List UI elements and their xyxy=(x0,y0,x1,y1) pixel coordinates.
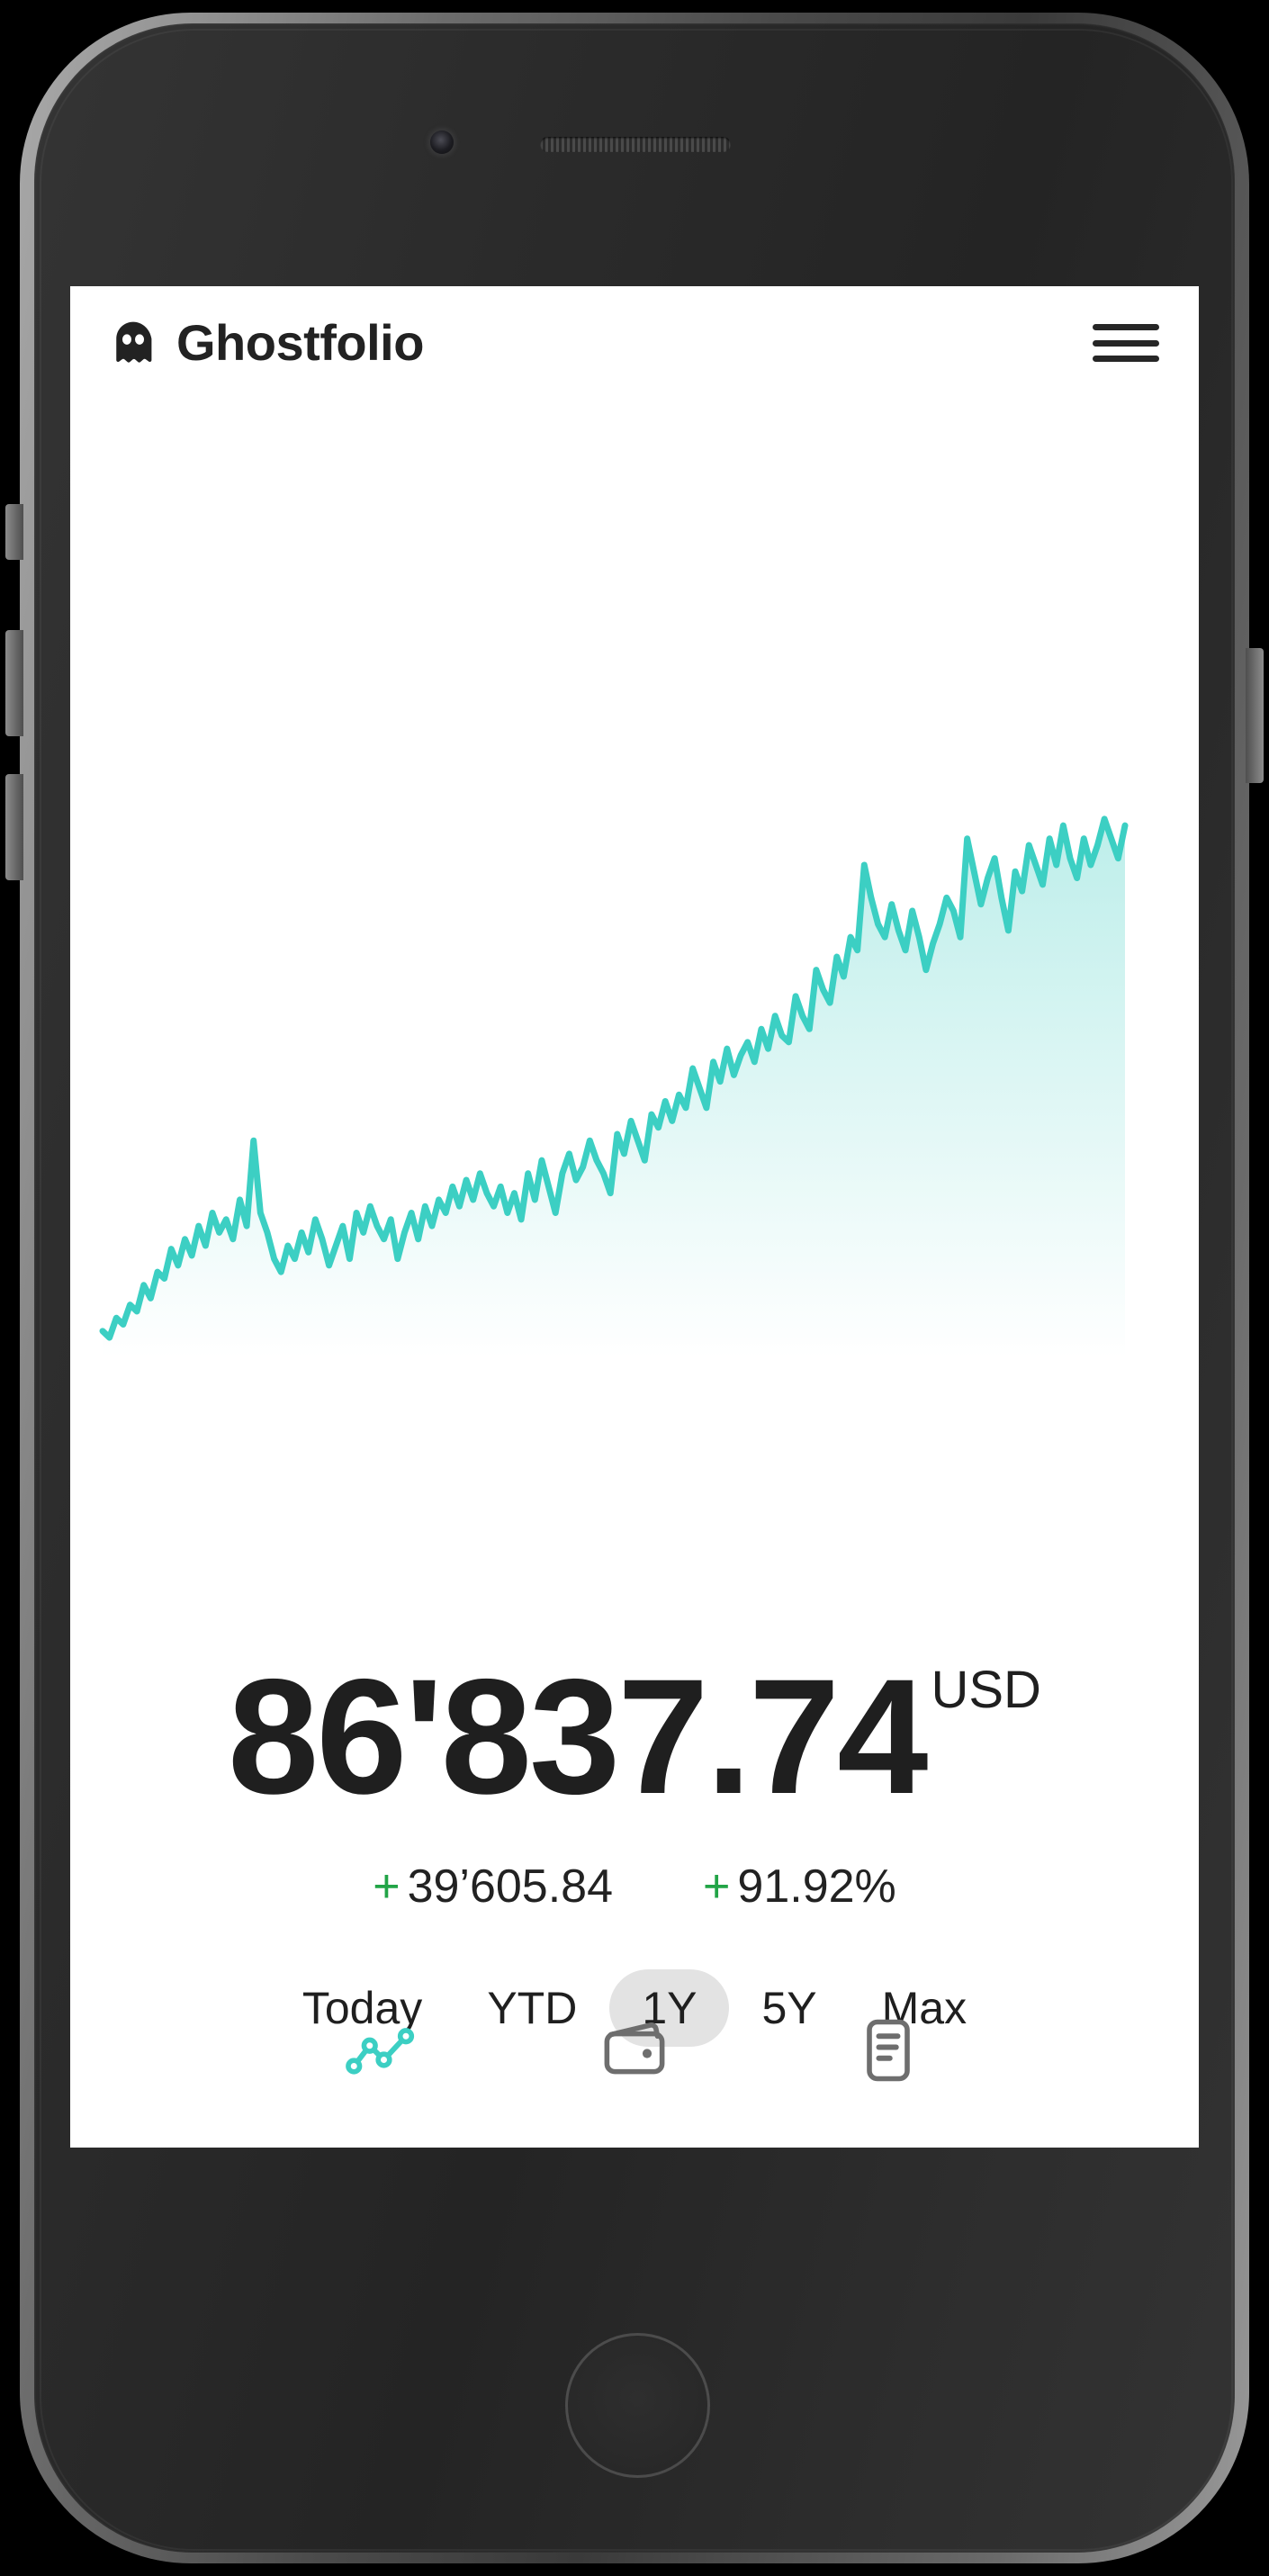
tab-5y[interactable]: 5Y xyxy=(761,1983,817,2033)
hamburger-bar xyxy=(1093,324,1159,330)
nav-portfolio[interactable] xyxy=(593,2009,676,2092)
portfolio-value: 86'837.74 xyxy=(228,1644,928,1828)
portfolio-change-row: +39’605.84 +91.92% xyxy=(70,1860,1199,1914)
document-list-icon xyxy=(867,2019,910,2082)
tab-today[interactable]: Today xyxy=(302,1983,423,2033)
camera-icon xyxy=(430,131,454,154)
brand[interactable]: Ghostfolio xyxy=(110,318,424,368)
absolute-change: +39’605.84 xyxy=(373,1860,613,1914)
hamburger-bar xyxy=(1093,339,1159,347)
hamburger-bar xyxy=(1093,356,1159,362)
absolute-change-sign: + xyxy=(373,1860,400,1913)
line-chart-icon xyxy=(346,2028,415,2075)
volume-down-button[interactable] xyxy=(5,774,23,880)
app-header: Ghostfolio xyxy=(70,286,1199,400)
percent-change-sign: + xyxy=(703,1860,731,1913)
chart-line xyxy=(99,815,1129,1341)
bottom-navigation xyxy=(70,1996,1199,2104)
performance-chart-svg xyxy=(99,815,1129,1357)
portfolio-value-row: 86'837.74 USD xyxy=(70,1644,1199,1828)
wallet-icon xyxy=(604,2022,665,2075)
power-button[interactable] xyxy=(1246,648,1264,783)
performance-chart[interactable] xyxy=(70,790,1199,1357)
hamburger-menu-icon[interactable] xyxy=(1093,318,1159,368)
volume-up-button[interactable] xyxy=(5,630,23,736)
phone-screen: Ghostfolio 86'83 xyxy=(70,286,1199,2148)
brand-name: Ghostfolio xyxy=(176,314,424,371)
chart-area-fill xyxy=(103,818,1125,1357)
absolute-change-value: 39’605.84 xyxy=(407,1860,614,1913)
tab-ytd[interactable]: YTD xyxy=(487,1983,578,2033)
nav-analytics[interactable] xyxy=(339,2009,422,2092)
mute-switch-button[interactable] xyxy=(5,504,23,560)
percent-change-value: 91.92% xyxy=(737,1860,896,1913)
portfolio-currency: USD xyxy=(931,1661,1041,1719)
home-button[interactable] xyxy=(565,2333,710,2478)
nav-summary[interactable] xyxy=(847,2009,930,2092)
speaker-grille-icon xyxy=(540,137,731,152)
ghost-icon xyxy=(116,321,152,363)
percent-change: +91.92% xyxy=(703,1860,896,1914)
